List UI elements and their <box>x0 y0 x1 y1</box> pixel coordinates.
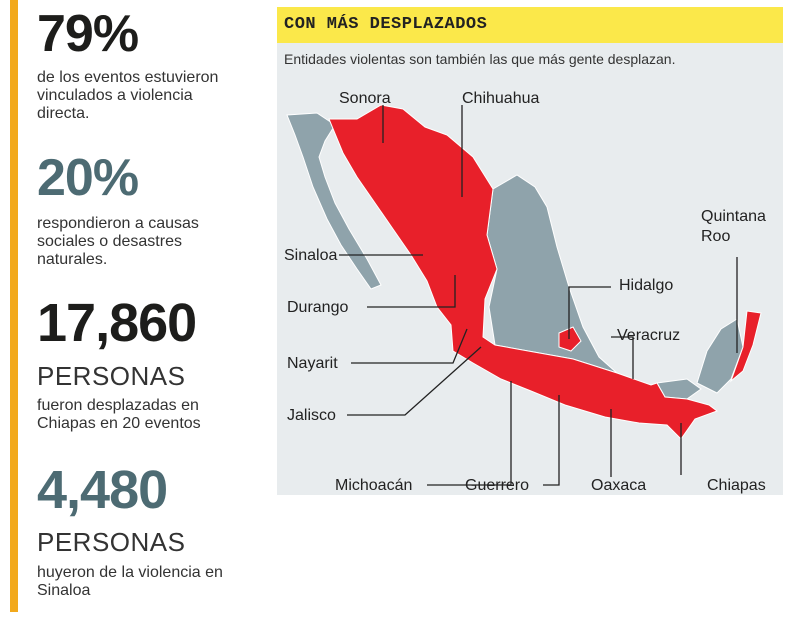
panel-subtitle: Entidades violentas son también las que … <box>284 51 676 67</box>
label-hidalgo: Hidalgo <box>619 277 673 294</box>
stat-value: 20% <box>37 149 139 207</box>
label-quintana-roo-line2: Roo <box>701 228 730 245</box>
stat-caption: fueron desplazadas en Chiapas en 20 even… <box>37 397 201 432</box>
stat-unit: PERSONAS <box>37 361 186 391</box>
label-chihuahua: Chihuahua <box>462 90 540 107</box>
label-michoacan: Michoacán <box>335 477 412 494</box>
stat-violence-percent: 79% de los eventos estuvieron vinculados… <box>37 8 218 123</box>
region-quintana-roo <box>729 310 762 383</box>
label-quintana-roo-line1: Quintana <box>701 208 766 225</box>
label-nayarit: Nayarit <box>287 355 338 372</box>
stat-caption: respondieron a causas sociales o desastr… <box>37 215 199 268</box>
region-highlighted-states <box>328 104 719 440</box>
label-sinaloa: Sinaloa <box>284 247 337 264</box>
stat-social-percent: 20% respondieron a causas sociales o des… <box>37 152 199 269</box>
region-baja-california <box>286 112 382 290</box>
accent-bar <box>10 0 18 612</box>
leader-lines <box>339 105 738 486</box>
region-yucatan-grey <box>696 318 744 394</box>
label-chiapas: Chiapas <box>707 477 766 494</box>
stat-value: 79% <box>37 5 139 63</box>
label-oaxaca: Oaxaca <box>591 477 646 494</box>
stat-caption: huyeron de la violencia en Sinaloa <box>37 564 223 599</box>
stat-caption: de los eventos estuvieron vinculados a v… <box>37 69 219 122</box>
label-veracruz: Veracruz <box>617 327 680 344</box>
label-sonora: Sonora <box>339 90 391 107</box>
region-north-east-grey <box>486 174 618 374</box>
stat-sinaloa-people: 4,480 PERSONAS huyeron de la violencia e… <box>37 463 223 600</box>
label-guerrero: Guerrero <box>465 477 529 494</box>
panel-title-bar: CON MÁS DESPLAZADOS <box>277 7 783 43</box>
label-jalisco: Jalisco <box>287 407 336 424</box>
stat-value: 4,480 <box>37 460 168 520</box>
stat-value: 17,860 <box>37 293 197 353</box>
mexico-map: Sonora Chihuahua Sinaloa Durango Nayarit… <box>284 90 766 494</box>
stat-unit: PERSONAS <box>37 527 186 557</box>
stat-chiapas-people: 17,860 PERSONAS fueron desplazadas en Ch… <box>37 296 201 433</box>
map-panel: CON MÁS DESPLAZADOS Entidades violentas … <box>277 7 783 495</box>
region-hidalgo <box>558 326 582 352</box>
panel-title: CON MÁS DESPLAZADOS <box>284 15 488 34</box>
label-durango: Durango <box>287 299 348 316</box>
